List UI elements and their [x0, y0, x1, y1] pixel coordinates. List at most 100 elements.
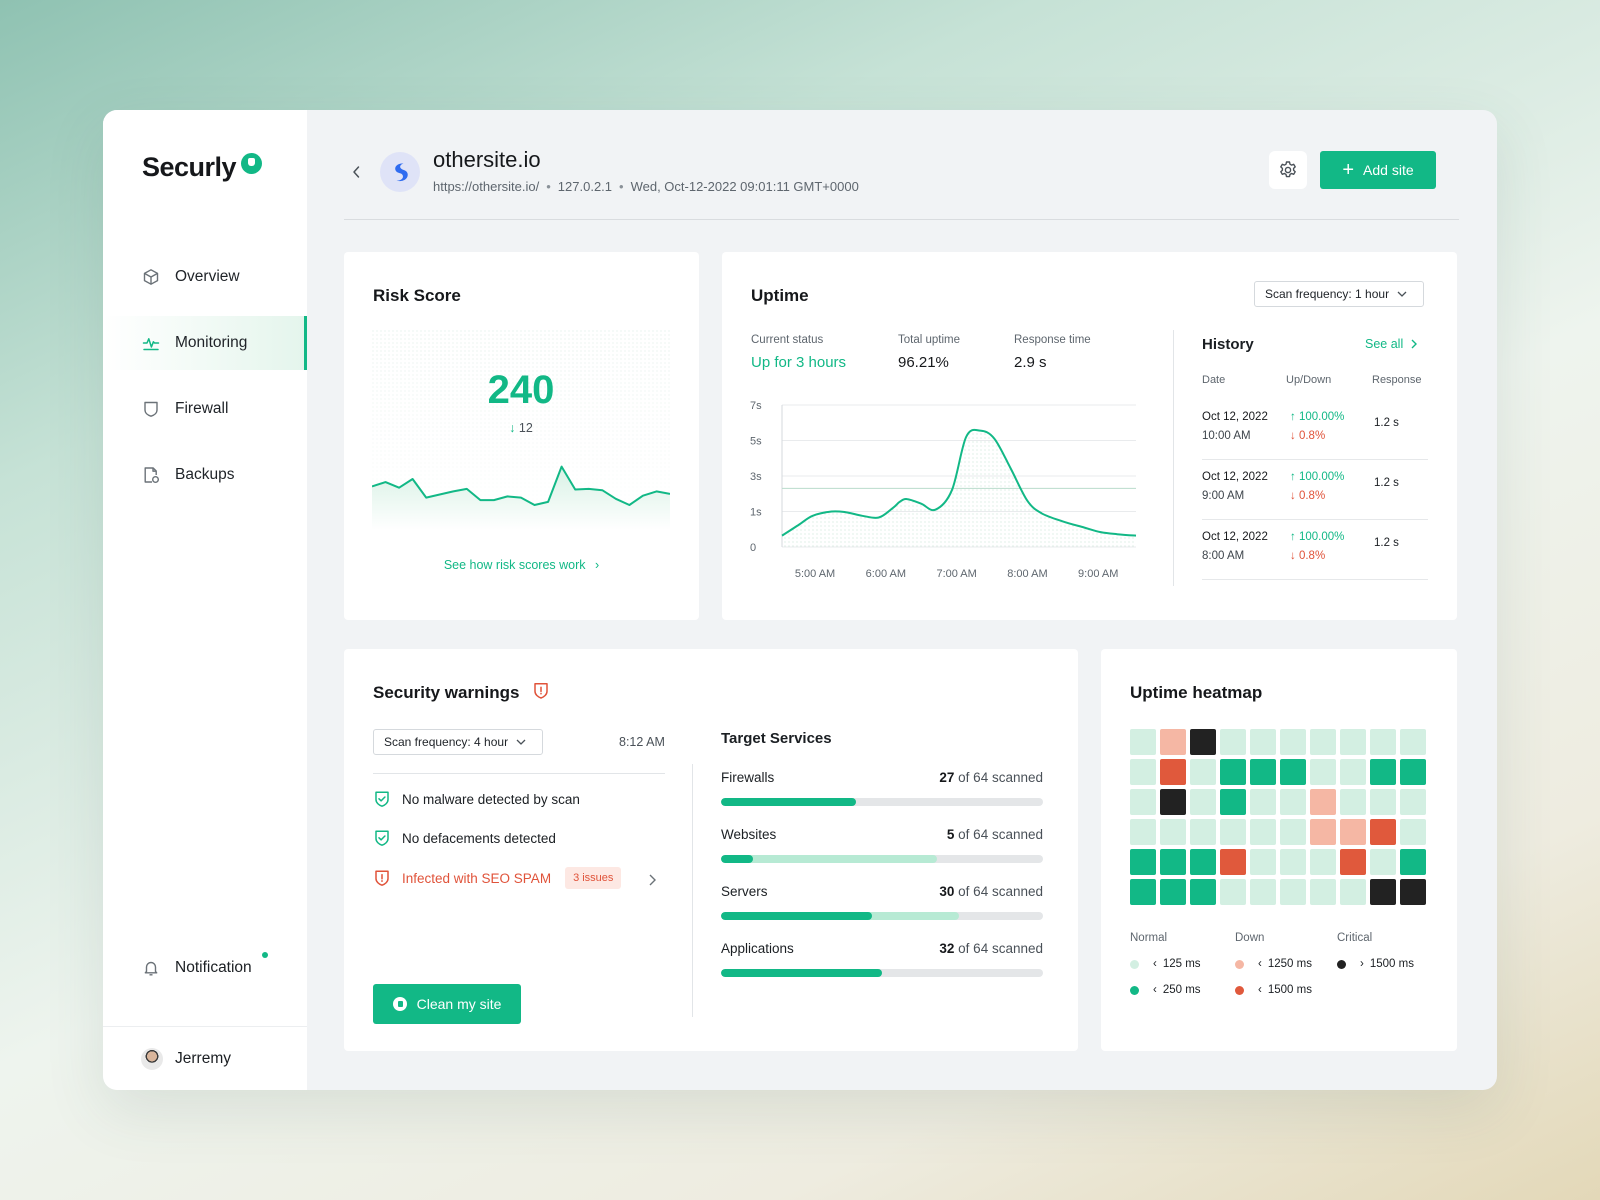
arrow-up-icon: ↑ — [1290, 411, 1299, 423]
heatmap-cell[interactable] — [1310, 759, 1336, 785]
heatmap-cell[interactable] — [1400, 849, 1426, 875]
uptime-title: Uptime — [751, 286, 809, 305]
heatmap-cell[interactable] — [1130, 819, 1156, 845]
heatmap-cell[interactable] — [1370, 879, 1396, 905]
heatmap-cell[interactable] — [1400, 729, 1426, 755]
heatmap-cell[interactable] — [1280, 759, 1306, 785]
heatmap-cell[interactable] — [1400, 759, 1426, 785]
heatmap-cell[interactable] — [1370, 849, 1396, 875]
service-firewalls: Firewalls 27 of 64 scanned — [721, 770, 1043, 806]
sidebar-item-backups[interactable]: Backups — [103, 448, 307, 502]
heatmap-cell[interactable] — [1370, 729, 1396, 755]
security-divider — [373, 773, 665, 774]
heatmap-cell[interactable] — [1190, 819, 1216, 845]
settings-button[interactable] — [1269, 151, 1307, 189]
heatmap-cell[interactable] — [1190, 879, 1216, 905]
legend-dot — [1235, 985, 1244, 995]
heatmap-cell[interactable] — [1250, 789, 1276, 815]
heatmap-cell[interactable] — [1280, 879, 1306, 905]
heatmap-cell[interactable] — [1130, 759, 1156, 785]
back-button[interactable] — [348, 162, 364, 182]
heatmap-cell[interactable] — [1250, 729, 1276, 755]
heatmap-cell[interactable] — [1340, 879, 1366, 905]
heatmap-cell[interactable] — [1310, 849, 1336, 875]
heatmap-cell[interactable] — [1400, 879, 1426, 905]
service-count-value: 30 — [939, 884, 955, 899]
heatmap-cell[interactable] — [1160, 789, 1186, 815]
x-tick-label: 6:00 AM — [866, 568, 906, 580]
heatmap-cell[interactable] — [1250, 759, 1276, 785]
security-scan-frequency-select[interactable]: Scan frequency: 4 hour — [373, 729, 543, 755]
heatmap-cell[interactable] — [1130, 789, 1156, 815]
history-updown: ↑ 100.00% ↓ 0.8% — [1290, 528, 1344, 566]
check-seo-spam[interactable]: Infected with SEO SPAM 3 issues — [373, 867, 622, 889]
heatmap-cell[interactable] — [1280, 789, 1306, 815]
heatmap-cell[interactable] — [1160, 849, 1186, 875]
add-site-label: Add site — [1363, 162, 1414, 178]
add-site-button[interactable]: + Add site — [1320, 151, 1436, 189]
heatmap-cell[interactable] — [1130, 849, 1156, 875]
service-count-label: of 64 scanned — [958, 884, 1043, 899]
heatmap-cell[interactable] — [1370, 819, 1396, 845]
cube-icon — [141, 267, 161, 287]
user-profile[interactable]: Jerremy — [103, 1026, 307, 1090]
heatmap-cell[interactable] — [1190, 789, 1216, 815]
heatmap-cell[interactable] — [1340, 819, 1366, 845]
heatmap-cell[interactable] — [1310, 789, 1336, 815]
heatmap-cell[interactable] — [1280, 849, 1306, 875]
risk-scores-link[interactable]: See how risk scores work › — [344, 558, 699, 572]
heatmap-cell[interactable] — [1340, 729, 1366, 755]
legend-label: 250 ms — [1162, 984, 1201, 996]
heatmap-cell[interactable] — [1190, 729, 1216, 755]
heatmap-cell[interactable] — [1220, 729, 1246, 755]
heatmap-cell[interactable] — [1160, 819, 1186, 845]
shield-check-icon — [373, 790, 391, 808]
heatmap-cell[interactable] — [1190, 849, 1216, 875]
heatmap-cell[interactable] — [1220, 849, 1246, 875]
heatmap-cell[interactable] — [1190, 759, 1216, 785]
site-url[interactable]: https://othersite.io/ — [433, 179, 540, 194]
heatmap-cell[interactable] — [1220, 789, 1246, 815]
heatmap-cell[interactable] — [1400, 789, 1426, 815]
clean-site-label: Clean my site — [416, 996, 502, 1012]
heatmap-cell[interactable] — [1310, 879, 1336, 905]
heatmap-cell[interactable] — [1250, 819, 1276, 845]
y-tick-label: 0 — [750, 542, 756, 554]
heatmap-cell[interactable] — [1340, 789, 1366, 815]
stat-response-time: Response time 2.9 s — [1014, 334, 1091, 371]
site-name: othersite.io — [433, 147, 541, 172]
heatmap-cell[interactable] — [1130, 879, 1156, 905]
user-name: Jerremy — [175, 1049, 231, 1067]
heatmap-cell[interactable] — [1310, 729, 1336, 755]
clean-site-button[interactable]: Clean my site — [373, 984, 521, 1024]
uptime-scan-frequency-select[interactable]: Scan frequency: 1 hour — [1254, 281, 1424, 307]
service-progress-bar — [721, 912, 1043, 920]
heatmap-cell[interactable] — [1160, 879, 1186, 905]
heatmap-cell[interactable] — [1400, 819, 1426, 845]
heatmap-cell[interactable] — [1220, 759, 1246, 785]
sidebar-item-overview[interactable]: Overview — [103, 250, 307, 304]
sidebar-item-firewall[interactable]: Firewall — [103, 382, 307, 436]
heatmap-cell[interactable] — [1160, 729, 1186, 755]
history-row: Oct 12, 2022 10:00 AM ↑ 100.00% ↓ 0.8% 1.2 s — [1202, 400, 1428, 460]
heatmap-cell[interactable] — [1370, 759, 1396, 785]
x-tick-label: 8:00 AM — [1007, 568, 1047, 580]
heatmap-cell[interactable] — [1280, 729, 1306, 755]
heatmap-cell[interactable] — [1160, 759, 1186, 785]
heatmap-cell[interactable] — [1250, 879, 1276, 905]
heatmap-cell[interactable] — [1250, 849, 1276, 875]
heatmap-cell[interactable] — [1370, 789, 1396, 815]
separator-dot: • — [619, 179, 624, 194]
sidebar-item-monitoring[interactable]: Monitoring — [103, 316, 307, 370]
heatmap-cell[interactable] — [1340, 849, 1366, 875]
heatmap-cell[interactable] — [1130, 729, 1156, 755]
heatmap-cell[interactable] — [1220, 879, 1246, 905]
chevron-right-icon[interactable] — [649, 873, 656, 891]
heatmap-cell[interactable] — [1280, 819, 1306, 845]
brand-logo[interactable]: Securly — [142, 152, 263, 183]
notification-link[interactable]: Notification — [141, 952, 268, 978]
see-all-link[interactable]: See all — [1365, 337, 1418, 351]
heatmap-cell[interactable] — [1310, 819, 1336, 845]
heatmap-cell[interactable] — [1340, 759, 1366, 785]
heatmap-cell[interactable] — [1220, 819, 1246, 845]
